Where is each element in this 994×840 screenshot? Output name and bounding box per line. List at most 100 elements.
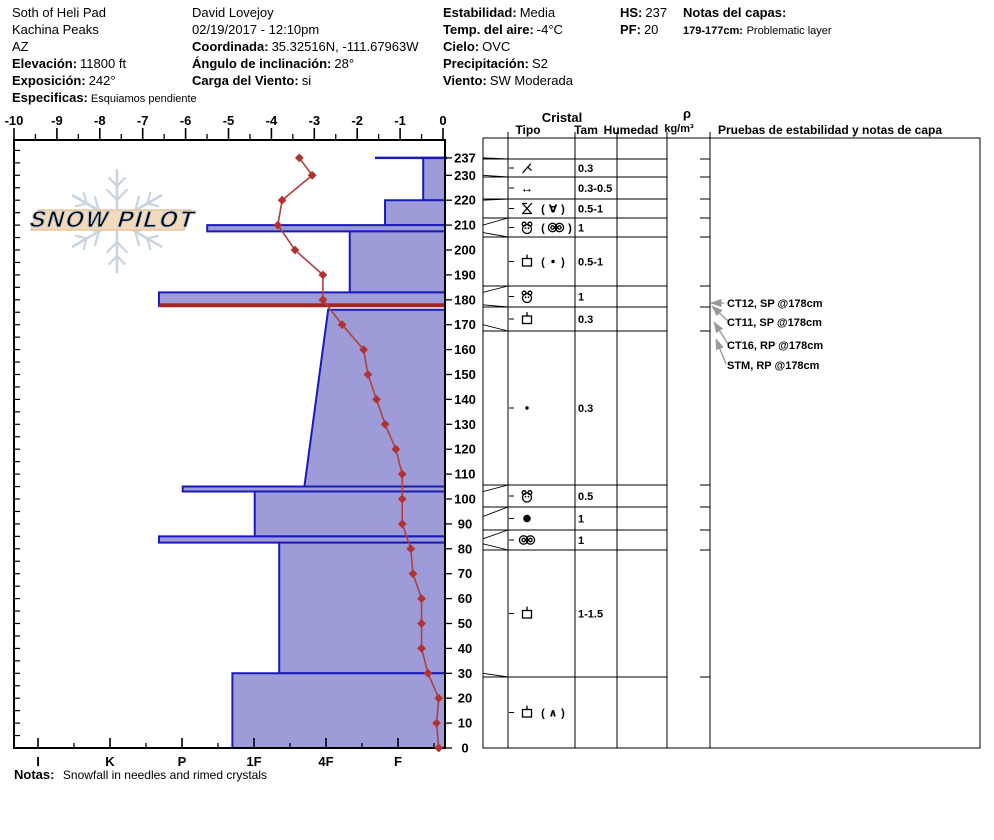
depth-label: 100	[454, 492, 476, 507]
temperature-point	[434, 743, 444, 753]
header-line: AZ	[12, 38, 197, 55]
crystal-size: 1-1.5	[578, 609, 603, 621]
temperature-point	[417, 619, 426, 628]
field-value: 242°	[88, 73, 116, 88]
header-line: Ángulo de inclinación: 28°	[192, 55, 419, 72]
tam-column-header: Tam	[574, 123, 598, 137]
crystal-size: 0.3	[578, 314, 593, 326]
header-location-column: Soth of Heli Pad Kachina Peaks AZ Elevación…	[12, 4, 197, 108]
temperature-axis: -10 -9 -8 -7 -6 -5 -4 -3 -2 -1 0	[5, 113, 447, 140]
temperature-point	[337, 320, 347, 330]
svg-text:(: (	[541, 257, 545, 269]
temperature-point	[273, 220, 283, 230]
depth-label: 120	[454, 442, 476, 457]
field-value: 28°	[334, 56, 355, 71]
header-text: Soth of Heli Pad	[12, 5, 106, 20]
hardness-layer-bar	[384, 199, 446, 227]
temperature-point	[277, 195, 287, 205]
field-label: Estabilidad:	[443, 5, 517, 20]
header-line: 02/19/2017 - 12:10pm	[192, 21, 419, 38]
header-hs-pf-column: HS: 237 PF: 20	[620, 4, 667, 38]
field-label: Elevación:	[12, 56, 78, 71]
temp-axis-label: -5	[223, 113, 235, 128]
hardness-layer-bar	[422, 156, 446, 202]
temp-axis-label: -8	[94, 113, 106, 128]
temperature-point	[397, 494, 407, 504]
crystal-size: 1	[578, 535, 584, 547]
depth-label: 50	[458, 616, 472, 631]
watermark-band	[29, 209, 193, 231]
header-line: Estabilidad: Media	[443, 4, 573, 21]
temperature-point	[432, 718, 441, 728]
field-value: SW Moderada	[489, 73, 573, 88]
crystal-type-symbol-dot	[525, 406, 529, 410]
field-value: 20	[643, 22, 659, 37]
layer-connector	[482, 506, 509, 517]
header-line: Precipitación: S2	[443, 55, 573, 72]
hardness-layer-bar	[278, 541, 446, 675]
depth-label: 80	[458, 541, 472, 556]
svg-text:∀: ∀	[549, 204, 558, 216]
temperature-point	[359, 345, 369, 354]
crystal-secondary-symbol-graupel: ∀	[549, 204, 558, 216]
temperature-point	[397, 519, 407, 529]
temperature-point	[290, 245, 300, 255]
header-line: Elevación: 11800 ft	[12, 55, 197, 72]
crystal-table-grid	[482, 132, 981, 749]
crystal-type-symbol-round	[523, 514, 531, 523]
stability-test-label: CT11, SP @178cm	[727, 317, 822, 329]
field-label: Temp. del aire:	[443, 22, 534, 37]
temp-axis-label: -9	[51, 113, 63, 128]
depth-label: 140	[454, 392, 476, 407]
svg-text:(: (	[541, 223, 545, 235]
temperature-point	[406, 544, 416, 554]
depth-label: 60	[458, 591, 472, 606]
temperature-point	[423, 668, 433, 678]
header-line: Viento: SW Moderada	[443, 72, 573, 89]
temp-axis-label: -10	[5, 113, 24, 128]
temperature-point	[397, 469, 407, 479]
tests-column-header: Pruebas de estabilidad y notas de capa	[718, 123, 942, 137]
header-line: Kachina Peaks	[12, 21, 197, 38]
temperature-point	[318, 270, 328, 280]
stability-test-arrow	[713, 321, 729, 345]
crystal-type-symbol-facet	[521, 705, 533, 718]
hardness-bars	[157, 156, 447, 749]
density-column-header-units: kg/m³	[664, 123, 694, 135]
layer-connector	[482, 324, 509, 332]
depth-label: 150	[454, 367, 476, 382]
layer-connector	[482, 157, 509, 160]
crystal-type-symbol-rimed	[521, 221, 533, 235]
depth-label: 210	[454, 218, 476, 233]
hardness-axis-label: K	[105, 754, 115, 769]
crystal-type-symbol-needles: ↔	[521, 181, 534, 196]
crystal-rows: 0.3 ↔ 0.3-0.5 (∀) 0.5-1 () 1 () 0.5-1 1 0.3 0.3 0.5 1…	[518, 163, 612, 720]
humedad-column-header: Humedad	[604, 123, 659, 137]
header-line: Exposición: 242°	[12, 72, 197, 89]
crystal-size: 0.3	[578, 163, 593, 175]
layer-connector	[482, 198, 509, 201]
layer-connector	[482, 174, 509, 178]
problematic-layer-stripe	[159, 303, 445, 308]
crystal-size: 0.3-0.5	[578, 183, 612, 195]
svg-text:): )	[561, 204, 565, 216]
crystal-group-header: Cristal	[542, 110, 582, 125]
hardness-axis-label: 4F	[318, 754, 333, 769]
crystal-size: 0.3	[578, 403, 593, 415]
layer-notes-entries: 179-177cm: Problematic layer	[683, 21, 832, 40]
field-value: si	[301, 73, 312, 88]
crystal-type-symbol-stellar	[521, 202, 533, 215]
crystal-type-symbol-facet	[521, 312, 533, 325]
crystal-type-symbol-facet	[521, 606, 533, 619]
crystal-secondary-symbol-melt-cluster	[547, 222, 565, 233]
depth-label: 160	[454, 342, 476, 357]
header-line: David Lovejoy	[192, 4, 419, 21]
crystal-size: 1	[578, 223, 584, 235]
layer-connector-lines	[482, 157, 509, 678]
crystal-type-symbol-facet	[521, 254, 533, 267]
watermark-logo-text: SNOW PILOT	[27, 206, 200, 231]
header-text: David Lovejoy	[192, 5, 274, 20]
header-text: 02/19/2017 - 12:10pm	[192, 22, 320, 37]
layer-note-entry: 179-177cm: Problematic layer	[683, 21, 832, 40]
